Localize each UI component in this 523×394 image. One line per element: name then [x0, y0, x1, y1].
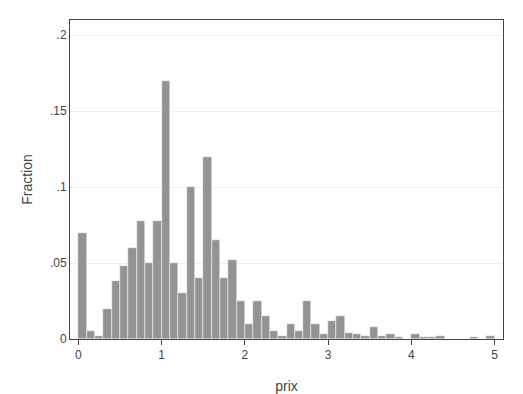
svg-text:Fraction: Fraction — [19, 154, 35, 205]
svg-text:2: 2 — [242, 348, 249, 362]
svg-text:1: 1 — [158, 348, 165, 362]
svg-text:.05: .05 — [50, 256, 67, 270]
svg-text:5: 5 — [491, 348, 498, 362]
svg-text:.15: .15 — [50, 104, 67, 118]
svg-text:4: 4 — [408, 348, 415, 362]
svg-text:.2: .2 — [57, 28, 67, 42]
svg-text:0: 0 — [60, 332, 67, 346]
svg-text:3: 3 — [325, 348, 332, 362]
svg-text:.1: .1 — [57, 180, 67, 194]
svg-text:0: 0 — [75, 348, 82, 362]
svg-text:prix: prix — [275, 378, 298, 394]
